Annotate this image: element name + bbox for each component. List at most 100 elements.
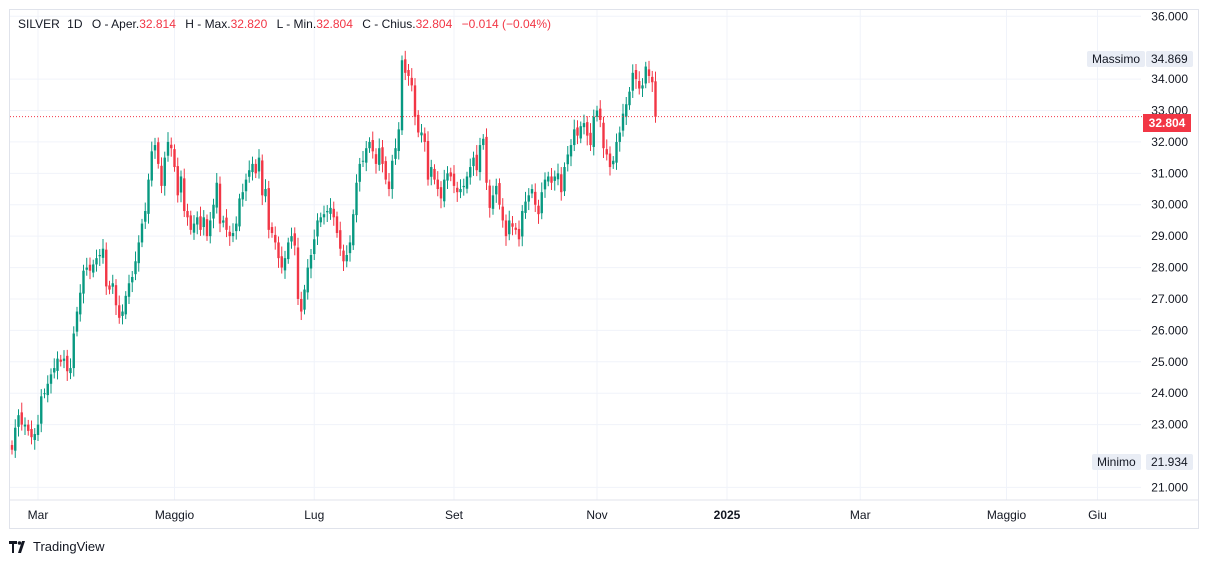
candle-body: [17, 415, 20, 427]
candle-body: [566, 154, 569, 165]
candle-body: [248, 170, 251, 177]
candle-body: [23, 424, 27, 427]
candle-body: [371, 140, 374, 152]
candle-body: [218, 183, 222, 224]
candle-body: [400, 60, 404, 131]
candle-body: [53, 368, 56, 373]
high-label: H - Max.: [185, 17, 231, 31]
candle-body: [339, 230, 342, 249]
candle-body: [241, 192, 244, 200]
candle-body: [436, 179, 439, 190]
candle-body: [384, 161, 387, 180]
candle-body: [153, 145, 157, 151]
candle-body: [10, 445, 14, 450]
candle-body: [79, 292, 82, 315]
candle-body: [66, 355, 69, 372]
candle-body: [163, 157, 166, 186]
candle-body: [423, 133, 426, 142]
candle-body: [43, 393, 46, 395]
time-tick-label: Mar: [28, 508, 49, 522]
candle-body: [114, 285, 118, 306]
candle-body: [196, 217, 199, 225]
candle-body: [82, 270, 85, 294]
low-label: L - Min.: [276, 17, 317, 31]
candle-body: [36, 424, 40, 435]
candle-body: [62, 358, 66, 361]
candle-body: [550, 176, 553, 183]
candle-body: [166, 141, 170, 156]
candle-body: [27, 424, 30, 431]
candle-body: [14, 427, 17, 451]
candle-body: [618, 132, 621, 142]
candle-body: [283, 258, 287, 271]
price-tick-label: 36.000: [1151, 9, 1188, 23]
footer-brand[interactable]: TradingView: [9, 539, 105, 554]
candle-body: [358, 163, 361, 182]
candle-body: [537, 205, 540, 215]
chart-frame[interactable]: [9, 9, 1199, 529]
price-tick-label: 23.000: [1151, 418, 1188, 432]
candle-body: [495, 185, 498, 195]
candle-body: [433, 168, 436, 180]
min-label-tag: Minimo: [1092, 454, 1141, 470]
candle-body: [355, 182, 358, 216]
candle-body: [439, 187, 443, 199]
candle-body: [511, 223, 514, 227]
candle-body: [628, 91, 631, 106]
candle-body: [543, 179, 547, 190]
candle-body: [521, 211, 524, 237]
price-tick-label: 27.000: [1151, 292, 1188, 306]
candle-body: [579, 126, 582, 139]
candle-body: [179, 176, 183, 193]
time-tick-label: Set: [445, 508, 464, 522]
close-label: C - Chius.: [362, 17, 416, 31]
min-value-tag: 21.934: [1146, 454, 1193, 470]
candle-body: [147, 179, 150, 214]
candle-body: [157, 142, 160, 164]
candle-body: [287, 242, 290, 260]
candle-body: [280, 256, 283, 268]
candle-body: [69, 368, 72, 374]
symbol[interactable]: SILVER: [18, 17, 60, 31]
candle-body: [410, 77, 413, 86]
candle-body: [92, 264, 95, 273]
candle-body: [202, 217, 205, 228]
candle-body: [638, 80, 641, 89]
candle-body: [586, 122, 589, 136]
candle-body: [478, 145, 482, 173]
candle-body: [326, 211, 329, 213]
candle-body: [465, 176, 469, 189]
candle-body: [449, 172, 452, 177]
candle-body: [491, 195, 495, 209]
price-tick-label: 24.000: [1151, 386, 1188, 400]
price-tick-label: 30.000: [1151, 198, 1188, 212]
candle-body: [417, 114, 420, 133]
candle-body: [348, 242, 352, 254]
candle-body: [95, 258, 98, 265]
candle-body: [225, 217, 228, 230]
candle-body: [615, 141, 618, 163]
interval[interactable]: 1D: [67, 17, 83, 31]
candle-body: [235, 223, 238, 232]
candle-body: [322, 214, 326, 218]
candle-body: [407, 69, 410, 76]
last-price-tag: 32.804: [1143, 114, 1191, 132]
candle-body: [530, 189, 534, 194]
candle-body: [599, 108, 602, 120]
candle-body: [527, 195, 530, 202]
candle-body: [274, 234, 277, 243]
candle-body: [251, 163, 254, 173]
candle-body: [446, 173, 449, 181]
candle-body: [576, 127, 579, 136]
candle-body: [170, 144, 173, 149]
candle-body: [101, 248, 105, 258]
candle-body: [381, 147, 384, 164]
candle-body: [485, 136, 488, 183]
candle-body: [261, 160, 264, 196]
candle-body: [443, 179, 446, 202]
candle-body: [582, 123, 586, 128]
candle-body: [404, 59, 407, 73]
candle-body: [387, 181, 391, 190]
candle-body: [540, 192, 543, 214]
